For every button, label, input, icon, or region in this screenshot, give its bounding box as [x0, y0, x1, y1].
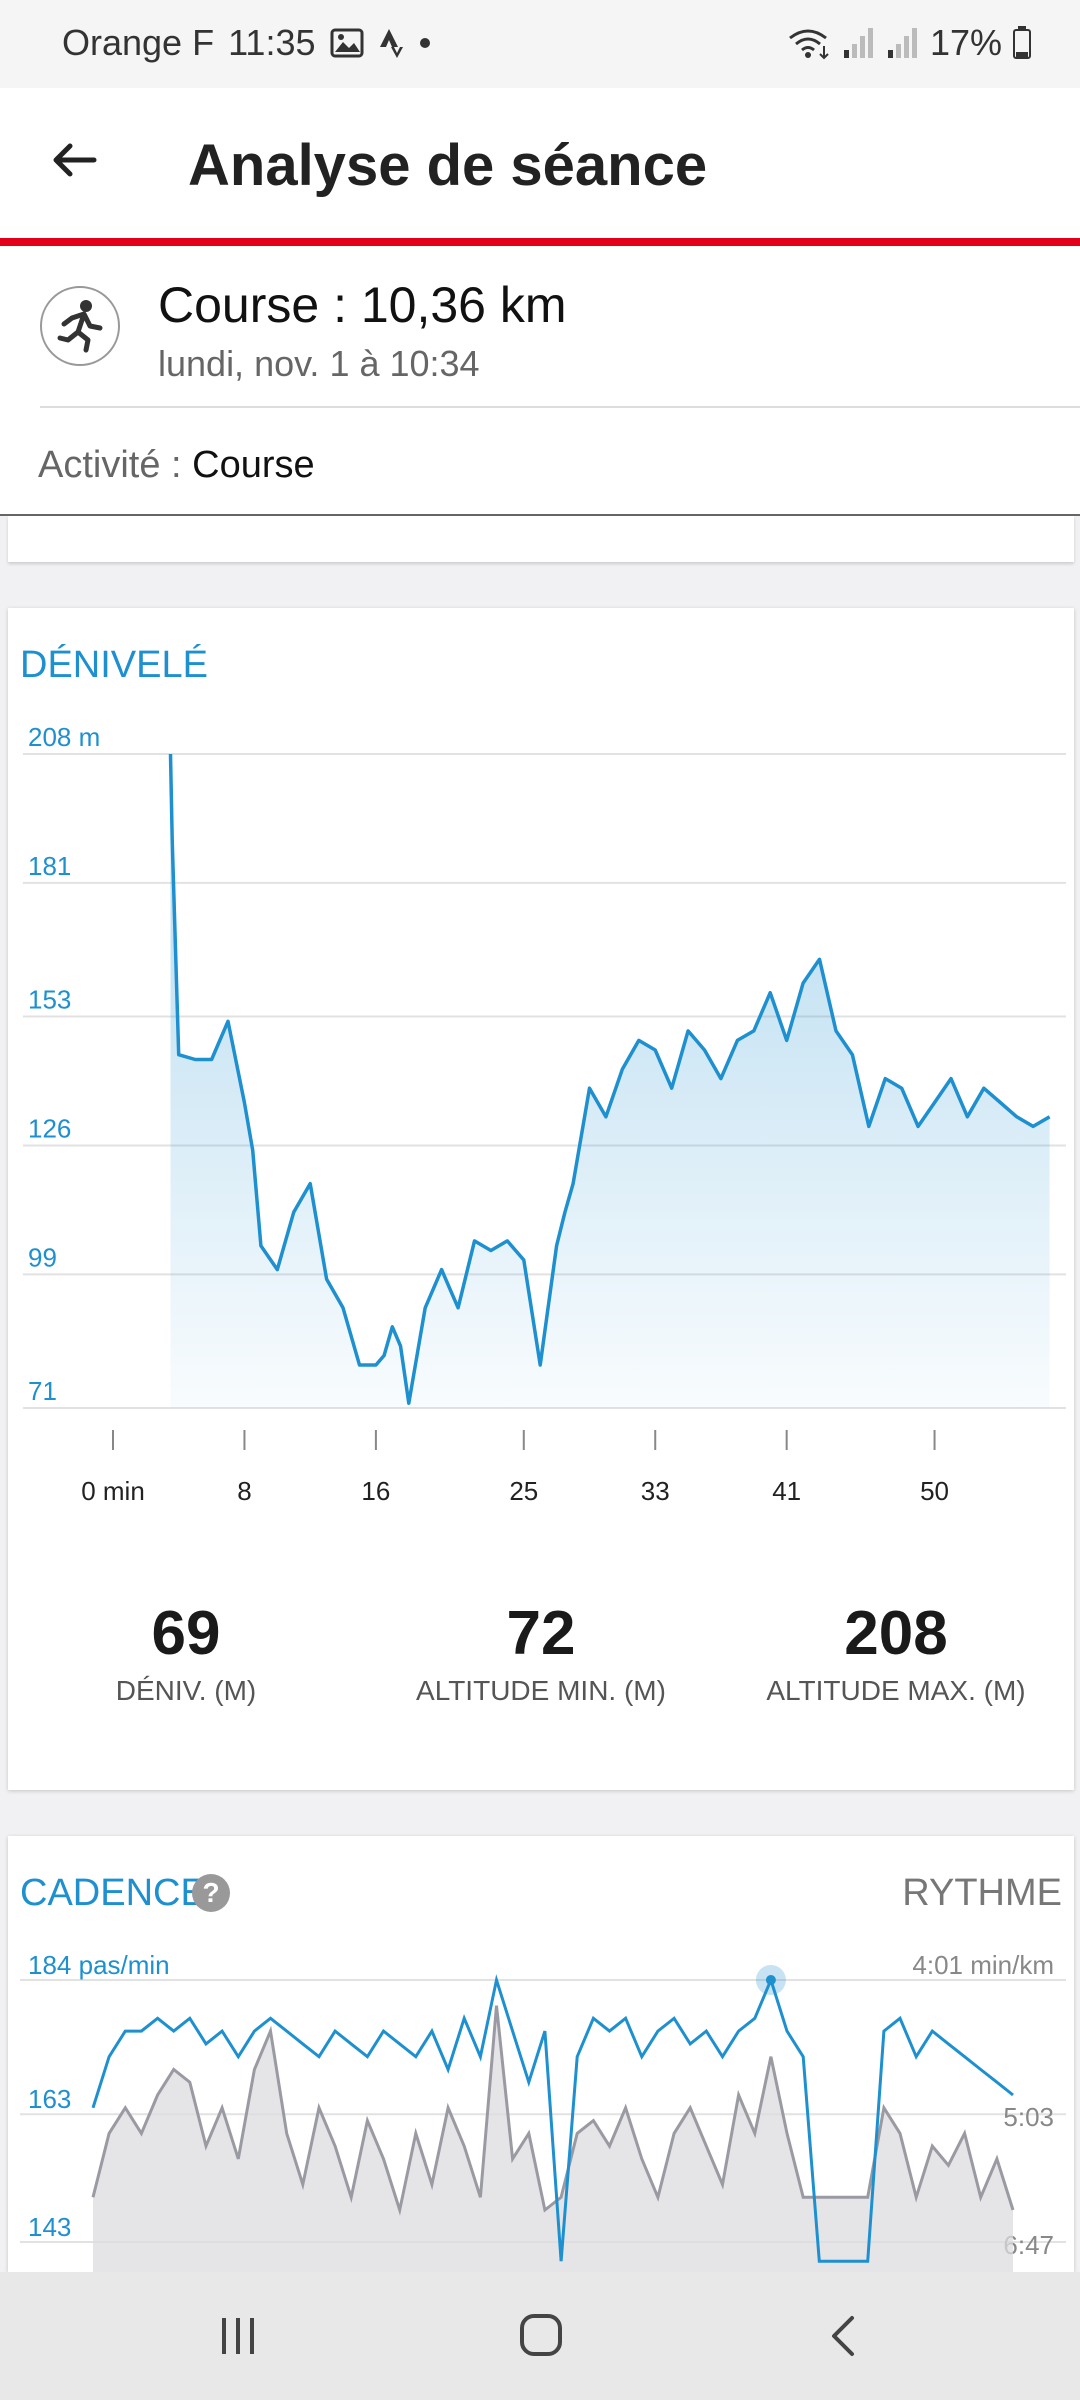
strava-icon [379, 29, 403, 58]
help-icon[interactable]: ? [192, 1874, 230, 1912]
y-tick-label: 99 [28, 1242, 57, 1272]
dot-icon [419, 38, 430, 48]
pace-line [91, 2005, 1015, 2216]
cadence-card: CADENCE ? RYTHME 184 pas/min 4:01 min/km 1… [8, 1836, 1074, 2272]
battery-percent: 17% [929, 22, 1002, 63]
elevation-title: DÉNIVELÉ [20, 644, 208, 686]
wifi-icon [789, 29, 829, 60]
cadence-title: CADENCE [20, 1872, 206, 1914]
cadence-line [91, 1974, 1014, 2263]
y-tick-label: 184 pas/min [28, 1950, 170, 1980]
page-title: Analyse de séance [188, 133, 708, 198]
back-nav-icon[interactable] [824, 2314, 864, 2358]
x-tick-label: 50 [920, 1476, 949, 1506]
x-tick-label: 8 [237, 1476, 251, 1506]
y-tick-label: 153 [28, 985, 71, 1015]
elevation-card: DÉNIVELÉ 208 m 181 153 126 99 71 0 min 8 16 25 33 4… [8, 608, 1074, 1790]
divider [40, 406, 1080, 408]
pace-title[interactable]: RYTHME [902, 1872, 1062, 1914]
stat-deniv: 69 DÉNIV. (M) [36, 1598, 336, 1707]
activity-row: Activité : Course [38, 444, 315, 487]
stat-value: 69 [151, 1599, 221, 1668]
y2-tick-label: 5:03 [1003, 2102, 1054, 2132]
activity-value: Course [192, 444, 315, 486]
elevation-chart: 208 m 181 153 126 99 71 0 min 8 16 25 33 41 50 [23, 722, 1066, 1506]
stat-value: 208 [844, 1599, 948, 1668]
session-title: Course : 10,36 km [158, 277, 567, 333]
x-tick-label: 33 [641, 1476, 670, 1506]
stat-label: DÉNIV. (M) [115, 1675, 257, 1706]
brand-accent-line [0, 238, 1080, 246]
running-icon [40, 286, 120, 366]
divider [0, 514, 1080, 516]
x-tick-label: 16 [361, 1476, 390, 1506]
stat-value: 72 [506, 1599, 576, 1668]
carrier-label: Orange F [62, 22, 215, 63]
y2-tick-label: 4:01 min/km [912, 1950, 1054, 1980]
battery-icon [1013, 26, 1031, 59]
stat-altitude-max: 208 ALTITUDE MAX. (M) [746, 1598, 1046, 1707]
x-tick-label: 41 [772, 1476, 801, 1506]
stat-label: ALTITUDE MIN. (M) [416, 1675, 666, 1706]
clock: 11:35 [228, 22, 316, 63]
stat-label: ALTITUDE MAX. (M) [766, 1675, 1026, 1706]
home-icon[interactable] [518, 2312, 564, 2358]
elevation-area [170, 754, 1050, 1408]
max-marker [765, 1975, 776, 1985]
y-tick-label: 126 [28, 1113, 71, 1143]
activity-label: Activité : [38, 444, 182, 486]
y-tick-label: 181 [28, 851, 71, 881]
system-nav-bar [0, 2272, 1080, 2400]
back-arrow-icon[interactable] [44, 130, 104, 190]
session-header [0, 246, 1080, 516]
y-tick-label: 71 [28, 1376, 57, 1406]
y-tick-label: 208 m [28, 722, 100, 752]
recent-apps-icon[interactable] [216, 2314, 260, 2358]
app-bar [0, 88, 1080, 240]
y-tick-label: 143 [28, 2212, 71, 2242]
session-date: lundi, nov. 1 à 10:34 [158, 343, 480, 384]
y-tick-label: 163 [28, 2084, 71, 2114]
signal-icon-2 [887, 28, 917, 58]
stat-altitude-min: 72 ALTITUDE MIN. (M) [391, 1598, 691, 1707]
card-stub [8, 516, 1074, 562]
pace-area [93, 2005, 1013, 2272]
x-tick-label: 0 min [81, 1476, 145, 1506]
status-bar: Orange F 11:35 17% [0, 0, 1080, 88]
x-tick-label: 25 [509, 1476, 538, 1506]
gallery-icon [330, 28, 363, 58]
elevation-line [168, 753, 1051, 1405]
signal-icon [843, 28, 873, 58]
